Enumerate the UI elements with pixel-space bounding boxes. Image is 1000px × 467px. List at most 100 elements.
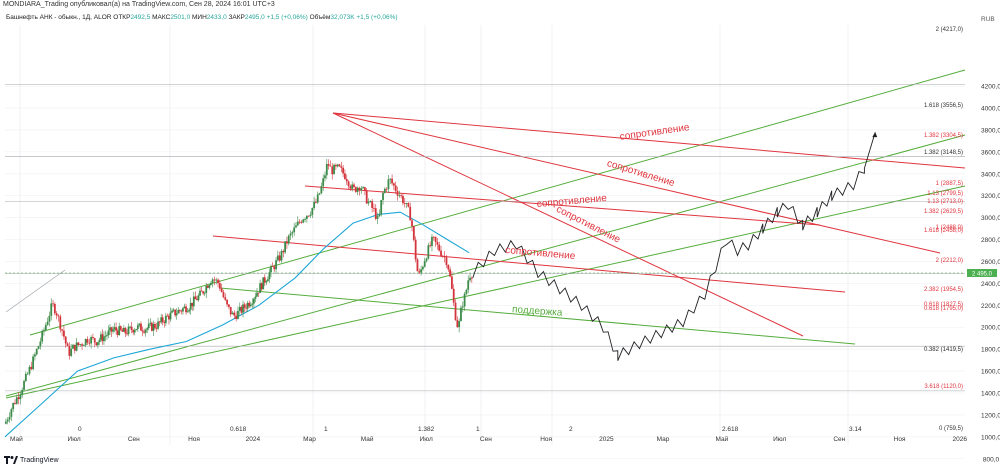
- candle-body: [185, 306, 187, 313]
- candle-body: [222, 292, 225, 298]
- currency-label: RUB: [981, 16, 995, 23]
- candle-body: [26, 373, 29, 375]
- candle-body: [180, 310, 183, 312]
- y-tick-label: 2800,0: [981, 237, 1000, 244]
- candle-body: [191, 302, 194, 307]
- candle-body: [243, 304, 246, 308]
- candle-body: [385, 188, 388, 190]
- candle-body: [39, 341, 42, 347]
- candle-body: [143, 331, 145, 333]
- candle-body: [454, 302, 457, 321]
- candle-body: [418, 271, 421, 273]
- candle-body: [392, 183, 395, 186]
- candle-body: [325, 164, 328, 176]
- symbol-name: Башнефть АНК - обыкн., 1Д, ALOR: [6, 14, 112, 21]
- candle-body: [188, 309, 191, 312]
- candle-body: [169, 312, 172, 320]
- candle-body: [228, 304, 230, 307]
- candle-body: [456, 320, 459, 328]
- candle-body: [313, 201, 316, 208]
- high-value: 2501,0: [170, 14, 191, 21]
- candle-body: [194, 296, 197, 300]
- fib-label: 1.13 (2713,0): [927, 199, 963, 205]
- candle-body: [387, 179, 390, 189]
- candle-body: [465, 289, 468, 294]
- candle-body: [147, 323, 150, 329]
- y-tick-label: 1400,0: [981, 391, 1000, 398]
- high-label: МАКС: [152, 14, 171, 21]
- green-channel-lower: [5, 185, 966, 399]
- candle-body: [100, 334, 102, 340]
- candle-body: [249, 304, 252, 307]
- resistance-label: сопротивление: [505, 245, 576, 262]
- x-tick-label: Май: [716, 435, 729, 443]
- candle-body: [365, 190, 368, 204]
- candle-body: [5, 421, 7, 424]
- y-tick-label: 1600,0: [981, 369, 1000, 376]
- candle-body: [101, 334, 104, 342]
- x-tick-label: 2024: [246, 436, 261, 443]
- candle-body: [70, 348, 73, 356]
- candle-body: [229, 306, 232, 315]
- y-tick-label: 2000,0: [981, 325, 1000, 332]
- candle-body: [440, 250, 442, 256]
- candle-body: [46, 321, 49, 325]
- x-axis[interactable]: Май Июл Сен Ноя 2024 Мар Май Июл Сен Ноя 2025 Мар Ма…: [10, 435, 967, 443]
- candle-body: [322, 178, 325, 187]
- candle-body: [129, 326, 131, 328]
- candle-body: [160, 317, 163, 323]
- candle-body: [171, 310, 173, 313]
- candle-body: [378, 214, 381, 217]
- publisher-text: MONDIARA_Trading опубликовал(а) на Tradi…: [3, 1, 275, 8]
- candle-body: [275, 260, 277, 270]
- grey-trend: [5, 269, 66, 313]
- candle-body: [81, 344, 83, 346]
- x-tick-label: Май: [10, 435, 23, 443]
- candle-body: [50, 303, 53, 316]
- x-tick-label: Июл: [420, 436, 433, 443]
- candle-body: [197, 295, 200, 301]
- footer-brand: TradingView: [20, 457, 59, 464]
- fib-label: 0 (759,5): [939, 426, 963, 432]
- candle-body: [295, 225, 297, 228]
- candle-body: [367, 201, 370, 204]
- candle-body: [66, 343, 69, 347]
- candle-body: [276, 255, 279, 261]
- candle-body: [6, 419, 9, 422]
- vertical-grid: [19, 25, 849, 445]
- candle-body: [353, 184, 355, 187]
- fib-label: 1 (2488,0): [936, 225, 963, 231]
- candle-body: [189, 302, 192, 310]
- candle-body: [10, 409, 13, 417]
- candle-body: [202, 291, 205, 294]
- y-axis[interactable]: 4200,0 4000,0 3800,0 3600,0 3400,0 3200,0 3000…: [967, 16, 1000, 463]
- candle-body: [469, 277, 471, 281]
- fib-label: 0.618 (1827,5): [924, 302, 963, 308]
- candle-body: [97, 342, 99, 346]
- candle-body: [88, 342, 91, 344]
- candle-body: [286, 241, 288, 244]
- candle-body: [183, 306, 186, 309]
- candle-body: [231, 312, 234, 315]
- candle-body: [304, 218, 306, 220]
- wave-label: 1: [324, 426, 328, 433]
- candle-body: [72, 344, 74, 349]
- candle-body: [460, 307, 462, 322]
- moving-average: [4, 211, 470, 438]
- candle-body: [203, 292, 206, 294]
- candle-body: [458, 321, 461, 328]
- candle-body: [166, 315, 169, 317]
- candle-body: [126, 333, 128, 335]
- candle-body: [240, 306, 243, 313]
- candle-body: [394, 185, 397, 191]
- candle-body: [59, 316, 62, 330]
- x-tick-label: Сен: [128, 436, 140, 443]
- grid: [5, 85, 965, 460]
- candle-body: [376, 216, 379, 219]
- candle-body: [112, 329, 114, 332]
- candle-body: [300, 222, 303, 223]
- candle-body: [265, 281, 268, 283]
- candle-body: [75, 342, 78, 351]
- candle-body: [421, 266, 424, 270]
